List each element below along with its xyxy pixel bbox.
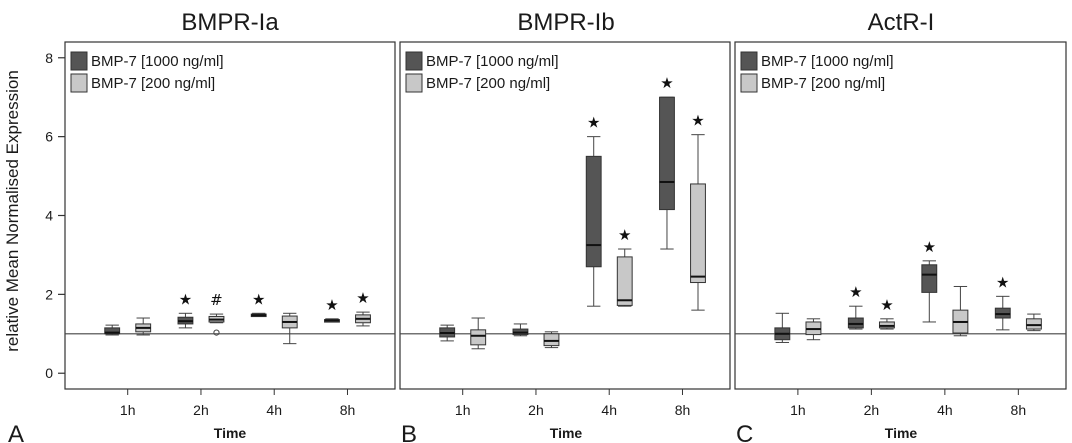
legend-label: BMP-7 [200 ng/ml] bbox=[91, 75, 215, 92]
legend-swatch bbox=[405, 51, 423, 71]
legend-swatch bbox=[70, 51, 88, 71]
plot-content: 1h 2h 4h ★ ★ 8h ★ ★ BMP-7 [1000 ng/ml] BMP-7 [200… bbox=[400, 51, 730, 418]
panel-title: BMPR-Ib bbox=[517, 9, 614, 36]
x-tick-label: 1h bbox=[455, 402, 471, 418]
panel-letter: A bbox=[8, 421, 24, 443]
x-tick-label: 1h bbox=[120, 402, 136, 418]
significance-marker: ★ bbox=[849, 283, 862, 301]
outlier-point bbox=[213, 329, 220, 336]
panel-title: BMPR-Ia bbox=[181, 9, 279, 36]
x-axis-label: Time bbox=[214, 425, 247, 441]
box bbox=[585, 155, 602, 268]
x-tick-label: 4h bbox=[266, 402, 282, 418]
x-axis-label: Time bbox=[885, 425, 918, 441]
significance-marker: ★ bbox=[660, 74, 673, 92]
plot-frame bbox=[64, 41, 396, 390]
box bbox=[616, 256, 633, 306]
significance-marker: ★ bbox=[618, 226, 631, 244]
panel-title: ActR-I bbox=[868, 9, 935, 36]
legend-label: BMP-7 [1000 ng/ml] bbox=[426, 53, 559, 70]
x-tick-label: 8h bbox=[340, 402, 356, 418]
y-tick-label: 6 bbox=[45, 129, 53, 145]
x-axis-label: Time bbox=[550, 425, 583, 441]
legend-label: BMP-7 [1000 ng/ml] bbox=[91, 53, 224, 70]
legend-swatch bbox=[740, 51, 758, 71]
plot-frame bbox=[734, 41, 1067, 390]
y-tick-label: 8 bbox=[45, 50, 53, 66]
y-tick-label: 2 bbox=[45, 286, 53, 302]
x-tick-label: 8h bbox=[1011, 402, 1027, 418]
legend-swatch bbox=[740, 73, 758, 93]
box bbox=[1025, 318, 1042, 330]
box bbox=[104, 327, 121, 335]
significance-marker: ★ bbox=[996, 273, 1009, 291]
panel-c: ActR-I 1h 2h ★ ★ 4h ★ 8h ★ BMP-7 [1000 ng/ml] BMP… bbox=[734, 9, 1067, 443]
panel-letter: B bbox=[401, 421, 417, 443]
box bbox=[690, 183, 706, 284]
plot-frame bbox=[399, 41, 731, 390]
x-tick-label: 8h bbox=[675, 402, 691, 418]
legend-label: BMP-7 [1000 ng/ml] bbox=[761, 53, 894, 70]
y-tick-label: 0 bbox=[45, 365, 53, 381]
significance-marker: ★ bbox=[923, 238, 936, 256]
legend-label: BMP-7 [200 ng/ml] bbox=[426, 75, 550, 92]
significance-marker: ★ bbox=[179, 290, 192, 308]
panel-b: BMPR-Ib 1h 2h 4h ★ ★ 8h ★ ★ BMP-7 [1000 ng/ml] BM… bbox=[399, 9, 731, 443]
significance-marker: ★ bbox=[356, 289, 369, 307]
significance-marker: ★ bbox=[691, 112, 704, 130]
significance-marker: ★ bbox=[587, 114, 600, 132]
x-tick-label: 1h bbox=[790, 402, 806, 418]
significance-marker: # bbox=[210, 291, 223, 309]
x-tick-label: 2h bbox=[193, 402, 209, 418]
box bbox=[470, 329, 487, 346]
y-axis-ticks: 0 2 4 6 8 bbox=[45, 50, 65, 381]
panel-letter: C bbox=[736, 421, 753, 443]
box bbox=[921, 264, 938, 293]
x-tick-label: 4h bbox=[937, 402, 953, 418]
significance-marker: ★ bbox=[325, 296, 338, 314]
x-tick-label: 2h bbox=[864, 402, 880, 418]
x-tick-label: 2h bbox=[528, 402, 544, 418]
plot-content: 1h 2h ★ ★ 4h ★ 8h ★ BMP-7 [1000 ng/ml] BMP-7 [200… bbox=[735, 51, 1066, 418]
y-tick-label: 4 bbox=[45, 208, 53, 224]
legend-swatch bbox=[70, 73, 88, 93]
legend-swatch bbox=[405, 73, 423, 93]
x-tick-label: 4h bbox=[601, 402, 617, 418]
plot-content: 1h 2h ★ #4h ★ 8h ★ ★ BMP-7 [1000 ng/ml] BMP-7 [20… bbox=[65, 51, 395, 418]
box bbox=[659, 96, 675, 211]
y-axis-label: relative Mean Normalised Expression bbox=[3, 70, 22, 352]
significance-marker: ★ bbox=[252, 290, 265, 308]
significance-marker: ★ bbox=[880, 296, 893, 314]
legend-label: BMP-7 [200 ng/ml] bbox=[761, 75, 885, 92]
panel-a: BMPR-Ia 1h 2h ★ #4h ★ 8h ★ ★ BMP-7 [1000 ng/ml] B… bbox=[8, 9, 396, 443]
box bbox=[543, 333, 560, 347]
